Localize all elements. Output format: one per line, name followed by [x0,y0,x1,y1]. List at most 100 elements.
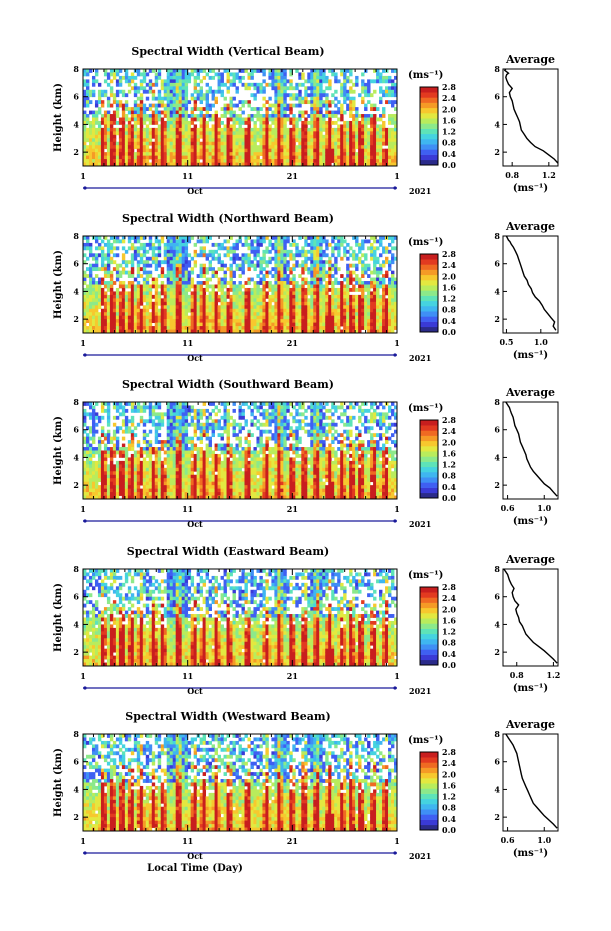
heatmap-cell [226,141,230,146]
heatmap-cell [184,267,189,272]
heatmap-cell [100,246,105,251]
heatmap-cell [175,127,180,132]
heatmap-cell [130,326,135,330]
heatmap-cell [244,312,248,317]
heatmap-cell [349,72,353,77]
heatmap-cell [145,308,150,313]
heatmap-cell [121,312,126,317]
heatmap-cell [118,148,123,153]
heatmap-cell [202,69,207,73]
heatmap-cell [298,162,302,167]
heatmap-cell [349,315,353,320]
heatmap-cell [115,72,120,77]
heatmap-cell [184,329,189,334]
heatmap-cell [376,256,380,261]
heatmap-cell [286,322,290,327]
heatmap-cell [91,155,96,160]
heatmap-cell [310,287,314,292]
heatmap-cell [307,312,311,317]
heatmap-cell [328,256,332,261]
heatmap-cell [106,242,111,247]
heatmap-cell [388,131,392,136]
heatmap-cell [166,145,171,150]
heatmap-cell [88,429,93,434]
heatmap-cell [274,253,278,258]
heatmap-cell [160,152,165,156]
heatmap-cell [88,474,93,479]
heatmap-cell [280,301,284,306]
heatmap-cell [229,96,233,101]
heatmap-cell [301,260,305,265]
heatmap-cell [325,131,329,136]
heatmap-cell [292,305,296,310]
heatmap-cell [289,69,293,73]
heatmap-cell [217,294,221,299]
heatmap-cell [181,270,186,275]
colorbar-frame [419,86,439,166]
heatmap-cell [199,246,204,251]
heatmap-cell [283,236,287,240]
heatmap-cell [118,103,123,108]
heatmap-cell [208,249,212,254]
heatmap-cell [166,93,171,98]
heatmap-cell [298,155,302,160]
heatmap-cell [259,134,263,139]
colorbar-tick-label: 0.4 [442,149,456,159]
heatmap-cell [94,274,99,278]
heatmap-cell [226,312,230,317]
heatmap-cell [154,315,159,320]
heatmap-cell [265,315,269,320]
heatmap-cell [193,298,198,303]
heatmap-cell [325,284,329,289]
heatmap-cell [304,260,308,265]
heatmap-cell [214,155,218,160]
heatmap-cell [307,148,311,153]
heatmap-cell [199,100,204,105]
heatmap-cell [169,312,174,317]
heatmap-cell [394,319,398,323]
heatmap-cell [175,239,180,244]
heatmap-cell [274,260,278,265]
heatmap-cell [181,159,186,163]
year-label: 2021 [409,186,431,196]
heatmap-cell [229,82,233,87]
heatmap-cell [83,298,87,303]
heatmap-cell [283,131,287,136]
heatmap-cell [85,100,90,105]
heatmap-cell [232,298,236,303]
heatmap-cell [196,326,201,330]
heatmap-cell [166,319,171,323]
heatmap-cell [157,308,162,313]
heatmap-cell [265,308,269,313]
heatmap-cell [88,450,93,455]
heatmap-cell [145,89,150,94]
heatmap-cell [91,312,96,317]
heatmap-cell [244,162,248,167]
heatmap-cell [163,162,168,167]
heatmap-cell [301,319,305,323]
colorbar-tick-label: 0.8 [442,138,456,148]
heatmap-cell [226,308,230,313]
heatmap-cell [364,148,368,153]
heatmap-cell [322,326,326,330]
heatmap-cell [94,319,99,323]
heatmap-cell [274,322,278,327]
heatmap-cell [277,263,281,268]
heatmap-cell [91,419,96,424]
heatmap-cell [349,114,353,118]
heatmap-cell [127,329,132,334]
heatmap-cell [88,467,93,472]
heatmap-cell [88,412,93,417]
heatmap-cell [121,270,126,275]
heatmap-cell [83,159,87,163]
heatmap-cell [349,152,353,156]
heatmap-cell [229,236,233,240]
heatmap-cell [331,72,335,77]
heatmap-cell [265,274,269,278]
heatmap-cell [136,114,141,118]
heatmap-cell [142,326,147,330]
heatmap-cell [283,277,287,282]
heatmap-cell [181,96,186,101]
heatmap-cell [382,329,386,334]
heatmap-cell [316,162,320,167]
